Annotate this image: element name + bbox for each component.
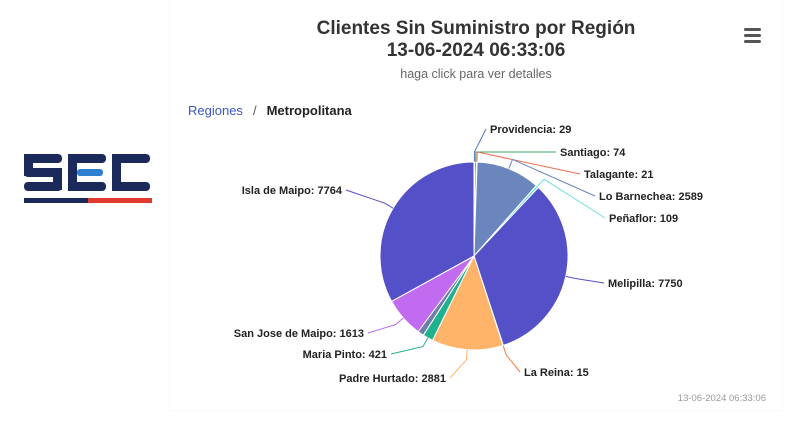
pie-slice-isla-de-maipo[interactable] xyxy=(379,161,475,303)
data-label: Isla de Maipo: 7764 xyxy=(242,185,343,197)
pie-slice-lo-barnechea[interactable] xyxy=(473,161,538,258)
hamburger-menu-icon[interactable] xyxy=(740,24,766,46)
data-label: Talagante: 21 xyxy=(584,169,654,181)
chart-title-datetime: 13-06-2024 06:33:06 xyxy=(386,40,566,61)
connector-line xyxy=(502,345,521,373)
connector-line xyxy=(390,337,429,355)
connector-line xyxy=(473,128,487,162)
connector-line xyxy=(565,275,605,284)
pie-slice-melipilla[interactable] xyxy=(473,186,569,346)
data-label: Padre Hurtado: 2881 xyxy=(339,373,446,385)
footer-timestamp: 13-06-2024 06:33:06 xyxy=(677,393,766,404)
breadcrumb-separator: / xyxy=(252,103,257,118)
data-label: Maria Pinto: 421 xyxy=(303,349,387,361)
sec-logo xyxy=(24,154,152,203)
data-label: San Jose de Maipo: 1613 xyxy=(234,328,364,340)
connector-line xyxy=(367,317,404,334)
data-label: Peñaflor: 109 xyxy=(609,213,678,225)
data-label: Melipilla: 7750 xyxy=(608,278,683,290)
data-label: Santiago: 74 xyxy=(560,147,626,159)
chart-subtitle: haga click para ver detalles xyxy=(400,67,552,81)
data-label: Providencia: 29 xyxy=(490,124,571,136)
chart-title: Clientes Sin Suministro por Región xyxy=(316,18,636,39)
breadcrumb: Regiones / Metropolitana xyxy=(188,103,352,118)
connector-line xyxy=(508,158,596,197)
connector-line xyxy=(536,178,606,219)
pie-slice-padre-hurtado[interactable] xyxy=(431,254,504,351)
data-label: La Reina: 15 xyxy=(524,367,589,379)
breadcrumb-current: Metropolitana xyxy=(266,103,352,118)
connector-line xyxy=(475,151,556,163)
connector-line xyxy=(449,349,468,379)
connector-line xyxy=(345,189,394,209)
breadcrumb-regiones-link[interactable]: Regiones xyxy=(188,103,243,118)
connector-line xyxy=(476,151,581,175)
data-label: Lo Barnechea: 2589 xyxy=(599,191,703,203)
